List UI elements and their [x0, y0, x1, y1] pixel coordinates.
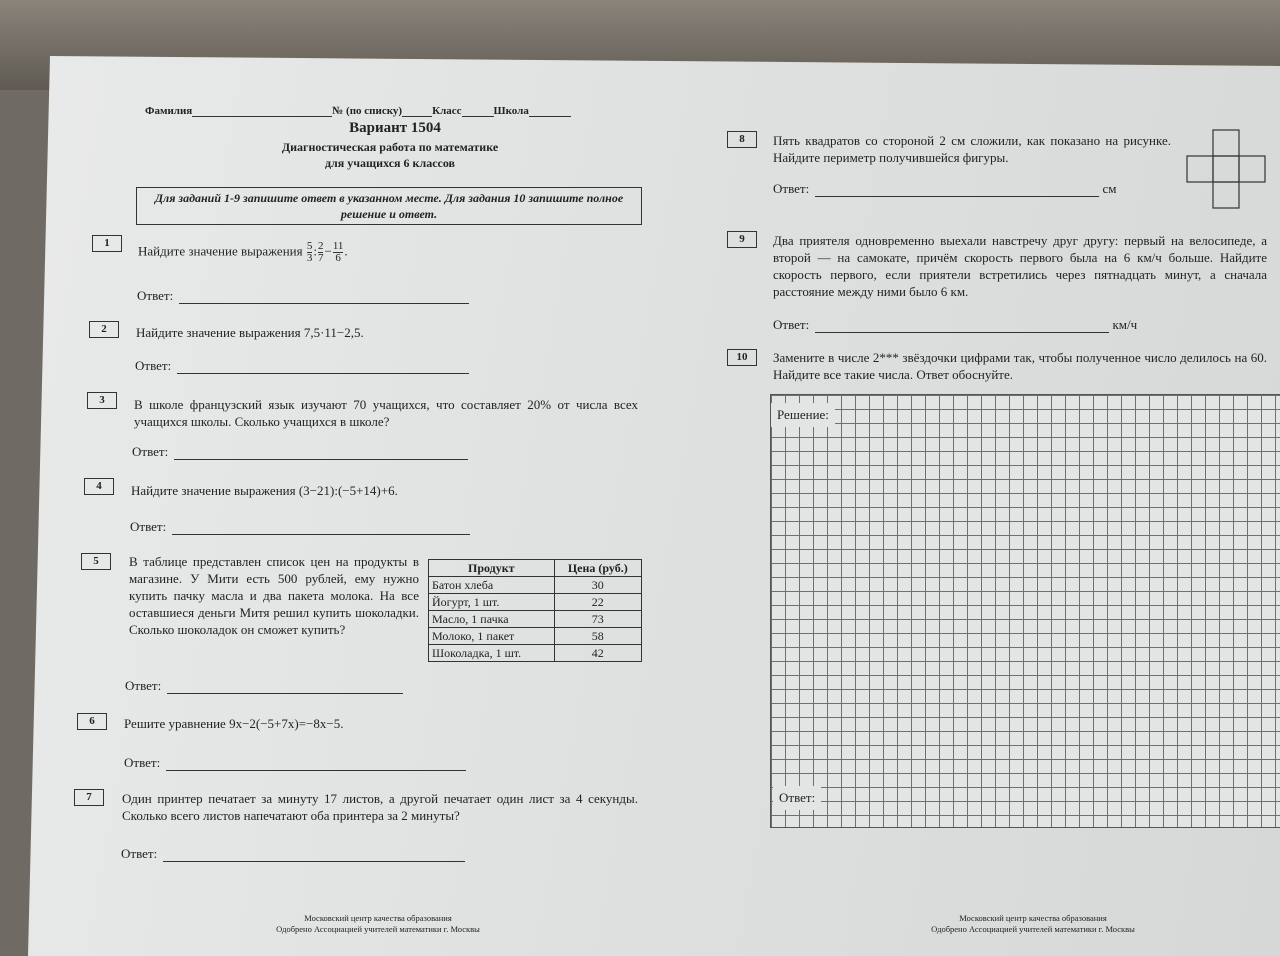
task-7-answer[interactable]: Ответ:: [121, 846, 466, 862]
task-number: 7: [74, 789, 104, 806]
column-header: Продукт: [428, 559, 555, 577]
task-text: Найдите значение выражения: [138, 243, 303, 259]
task-9-answer[interactable]: Ответ: км/ч: [773, 317, 1138, 333]
task-3-answer[interactable]: Ответ:: [132, 444, 469, 460]
task-number: 6: [77, 713, 107, 730]
task-4-answer[interactable]: Ответ:: [130, 519, 471, 535]
task-number: 1: [92, 235, 122, 252]
task-5-text: В таблице представлен список цен на прод…: [129, 554, 419, 637]
task-8-answer[interactable]: Ответ: см: [773, 181, 1117, 197]
list-no-label: № (по списку): [332, 105, 403, 117]
solution-grid[interactable]: [770, 394, 1280, 828]
task-5-answer[interactable]: Ответ:: [125, 678, 404, 694]
subtitle-2: для учащихся 6 классов: [324, 156, 456, 170]
list-no-field[interactable]: [402, 104, 433, 117]
column-header: Цена (руб.): [553, 559, 643, 577]
task-1-answer[interactable]: Ответ:: [137, 288, 470, 304]
task-10-text: Замените в числе 2*** звёздочки цифрами …: [773, 350, 1267, 382]
variant-title: Вариант 1504: [349, 120, 441, 136]
subtitle-1: Диагностическая работа по математике: [281, 140, 499, 154]
cross-figure: [1186, 129, 1266, 209]
solution-label: Решение:: [771, 403, 835, 427]
task-number: 10: [727, 349, 757, 366]
task-1-text: Найдите значение выражения 5 3:2 7−11 6.: [138, 240, 348, 264]
school-label: Школа: [493, 105, 529, 117]
table-row: Молоко, 1 пакет 58: [428, 627, 643, 645]
fraction: 11 6: [332, 240, 344, 264]
task-number: 9: [727, 231, 757, 248]
table-row: Йогурт, 1 шт. 22: [428, 593, 643, 611]
instruction-box: Для заданий 1-9 запишите ответ в указанн…: [136, 187, 642, 225]
table-row: Батон хлеба 30: [428, 576, 643, 594]
task-2-text: Найдите значение выражения 7,5·11−2,5.: [136, 325, 364, 340]
class-field[interactable]: [461, 104, 494, 117]
task-4-text: Найдите значение выражения (3−21):(−5+14…: [131, 483, 398, 498]
task-6-answer[interactable]: Ответ:: [124, 755, 467, 771]
surname-field[interactable]: [192, 104, 333, 117]
price-table: Продукт Цена (руб.) Батон хлеба 30 Йогурт,…: [428, 559, 643, 662]
task-6-text: Решите уравнение 9x−2(−5+7x)=−8x−5.: [124, 716, 344, 731]
task-7-text: Один принтер печатает за минуту 17 листо…: [122, 791, 638, 823]
school-field[interactable]: [528, 104, 571, 117]
table-row: Шоколадка, 1 шт. 42: [428, 644, 643, 662]
footer-right: Московский центр качества образования Одо…: [931, 913, 1135, 934]
task-9-text: Два приятеля одновременно выехали навстр…: [773, 233, 1267, 299]
surname-label: Фамилия: [145, 105, 193, 117]
task-number: 3: [87, 392, 117, 409]
student-info-line: Фамилия № (по списку) Класс Школа: [145, 104, 571, 117]
task-number: 5: [81, 553, 111, 570]
task-2-answer[interactable]: Ответ:: [135, 358, 470, 374]
task-8-text: Пять квадратов со стороной 2 см сложили,…: [773, 133, 1171, 165]
table-row: Масло, 1 пачка 73: [428, 610, 643, 628]
task-number: 4: [84, 478, 114, 495]
task-number: 8: [727, 131, 757, 148]
task-number: 2: [89, 321, 119, 338]
task-3-text: В школе французский язык изучают 70 учащ…: [134, 397, 638, 429]
class-label: Класс: [432, 105, 462, 117]
final-answer-label: Ответ:: [773, 786, 822, 810]
footer-left: Московский центр качества образования Одо…: [276, 913, 480, 934]
